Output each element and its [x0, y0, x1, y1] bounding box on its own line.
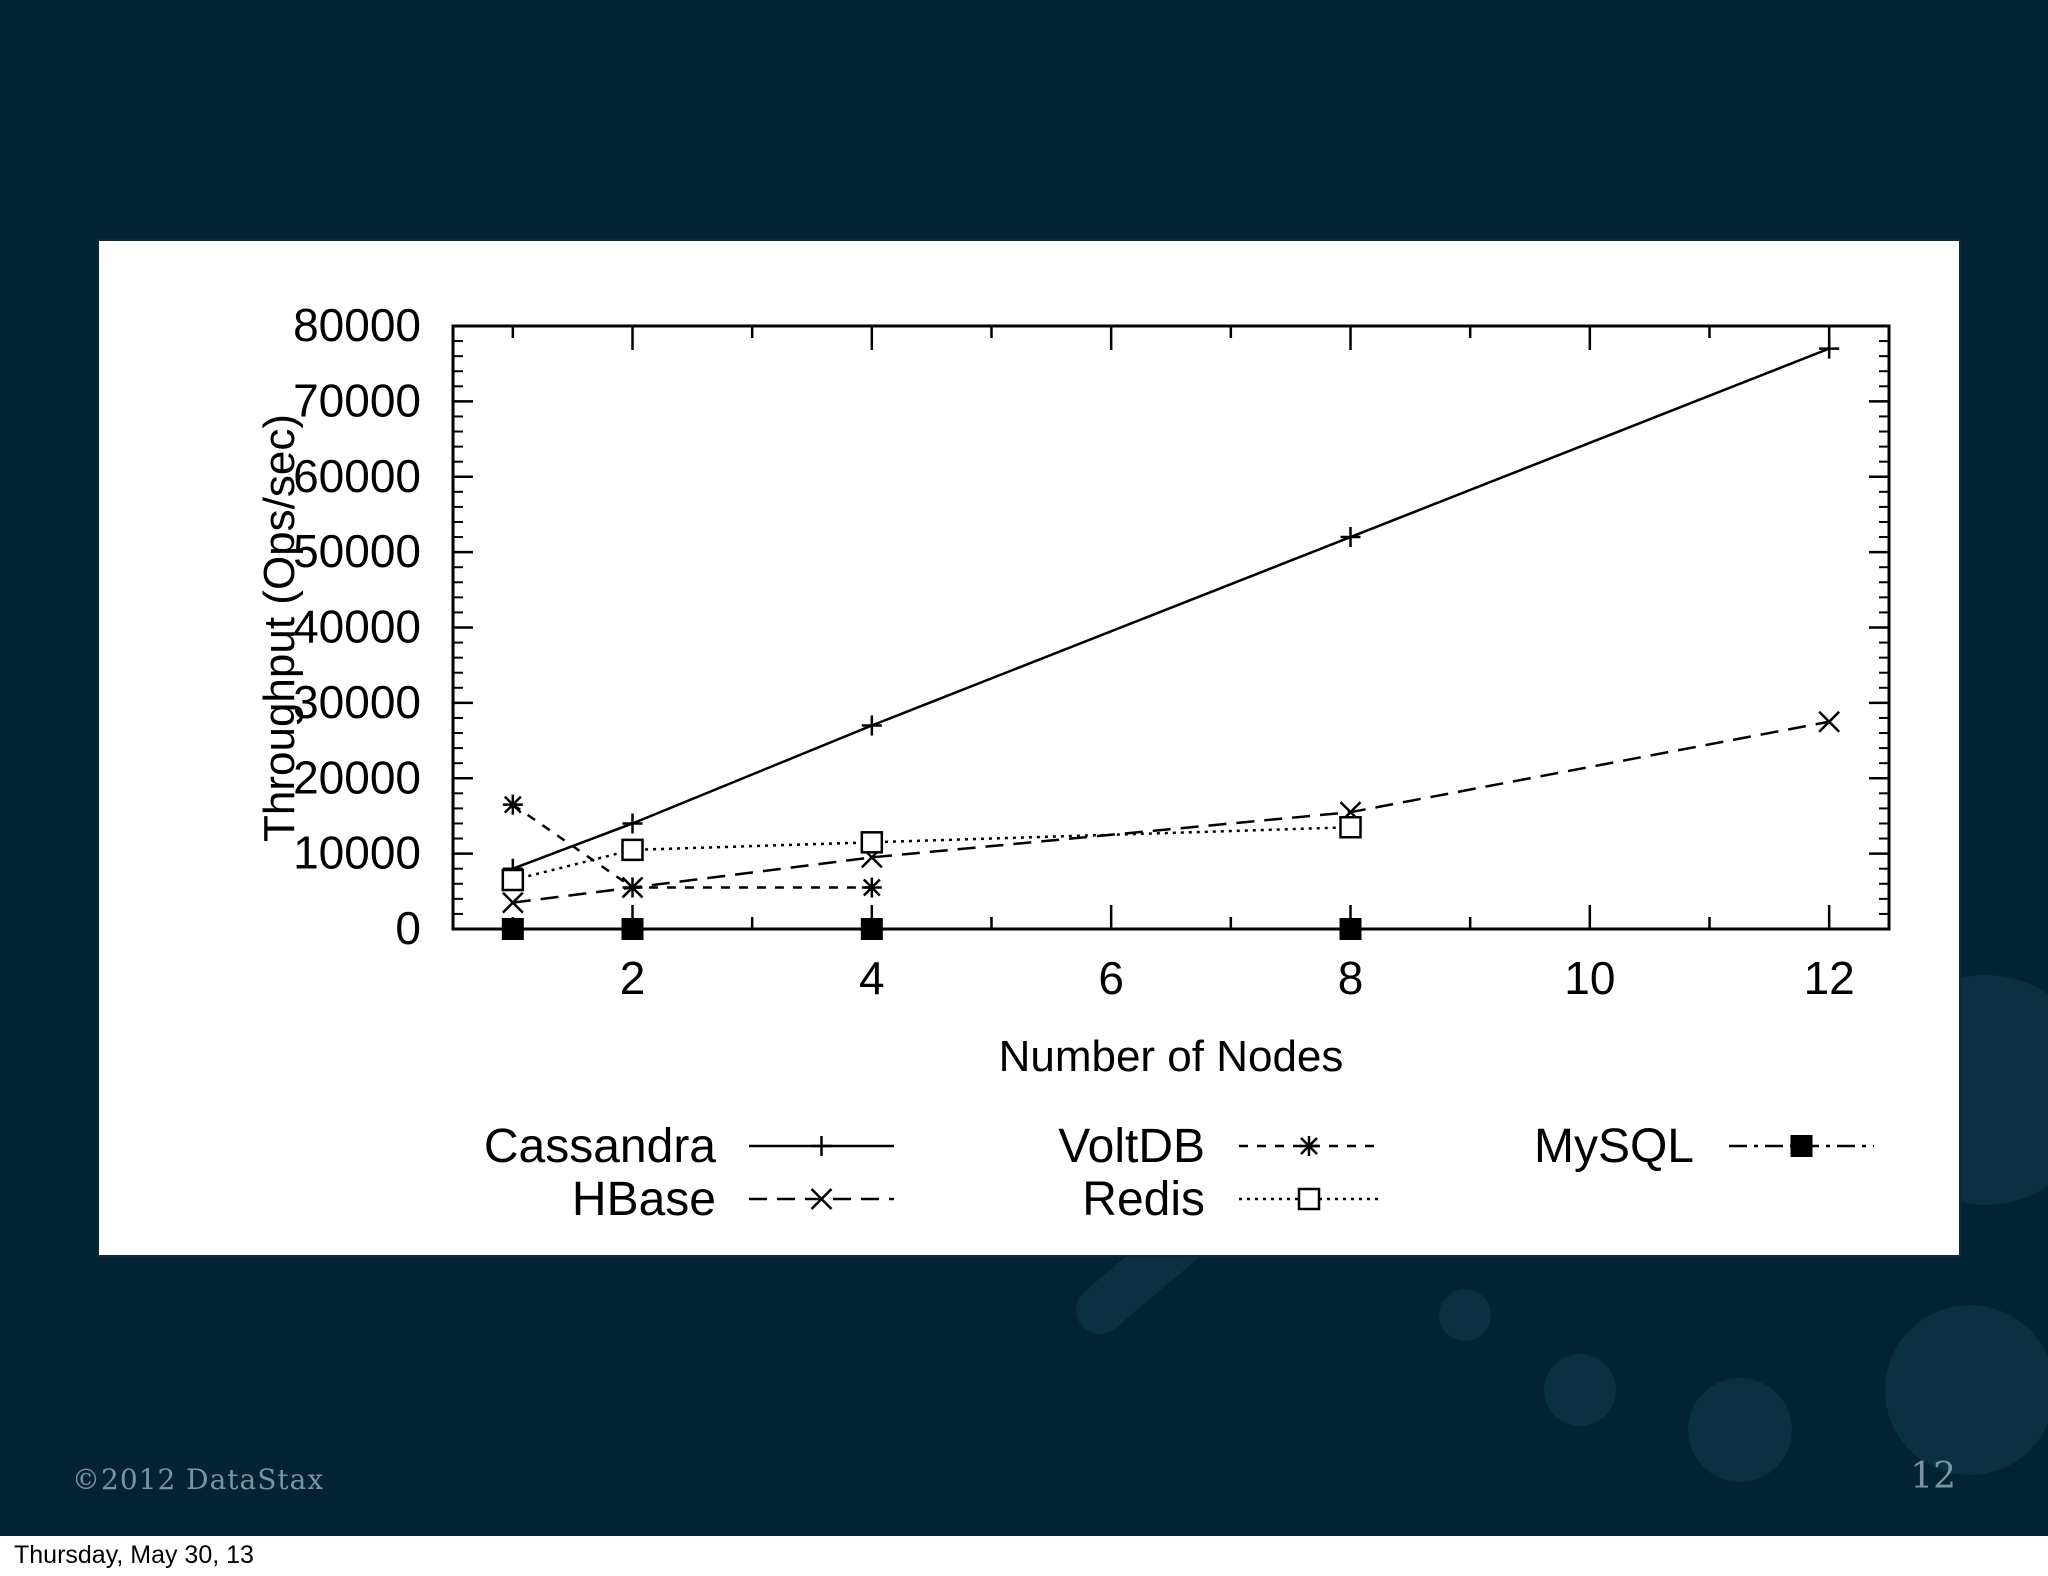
- data-point-redis: [1339, 815, 1362, 839]
- x-tick-label: 4: [859, 952, 885, 1004]
- legend-label-redis: Redis: [1082, 1173, 1205, 1226]
- y-tick-label: 50000: [293, 525, 421, 577]
- data-point-hbase: [501, 891, 524, 914]
- data-point-hbase: [1818, 710, 1841, 733]
- data-point-voltdb: [861, 877, 882, 898]
- data-point-mysql: [860, 918, 883, 940]
- x-tick-labels: 2 4 6 8 10 12: [620, 952, 1855, 1004]
- x-tick-label: 12: [1804, 952, 1855, 1004]
- data-point-redis: [501, 868, 525, 892]
- data-point-cassandra: [1340, 527, 1361, 548]
- series-line-hbase: [512, 720, 1830, 904]
- data-point-mysql: [501, 918, 524, 940]
- x-tick-label: 6: [1098, 952, 1124, 1004]
- legend-label-hbase: HBase: [572, 1173, 716, 1226]
- chart-panel: 0 10000 20000 30000 40000 50000 60000 70000 8000…: [99, 241, 1959, 1255]
- x-tick-label: 8: [1338, 952, 1364, 1004]
- series-markers: [501, 338, 1841, 940]
- data-point-cassandra: [861, 715, 882, 736]
- legend-marker-hbase: [810, 1188, 833, 1210]
- data-point-cassandra: [1819, 338, 1840, 359]
- throughput-chart: 0 10000 20000 30000 40000 50000 60000 70000 8000…: [255, 299, 1891, 1226]
- x-axis-label: Number of Nodes: [999, 1032, 1344, 1081]
- y-tick-labels: 0 10000 20000 30000 40000 50000 60000 70000 8000…: [293, 299, 421, 954]
- y-tick-label: 20000: [293, 751, 421, 803]
- series-lines: [512, 347, 1830, 931]
- data-point-voltdb: [622, 877, 643, 898]
- y-tick-label: 60000: [293, 450, 421, 502]
- date-text: Thursday, May 30, 13: [14, 1541, 254, 1569]
- legend-label-voltdb: VoltDB: [1058, 1120, 1205, 1173]
- decor-circle: [1439, 1289, 1491, 1341]
- y-minor-ticks: [453, 325, 1889, 930]
- copyright-text: ©2012 DataStax: [72, 1463, 325, 1496]
- plot-area-border: [451, 324, 1891, 931]
- series-line-voltdb: [512, 803, 872, 889]
- series-line-redis: [512, 825, 1351, 882]
- axis-ticks: [453, 324, 1889, 931]
- y-tick-label: 40000: [293, 601, 421, 653]
- decor-circle: [1688, 1378, 1792, 1482]
- y-tick-label: 70000: [293, 374, 421, 426]
- data-point-cassandra: [622, 813, 643, 834]
- legend-label-cassandra: Cassandra: [484, 1120, 716, 1173]
- date-bar: [0, 1536, 2048, 1576]
- y-tick-label: 0: [395, 902, 421, 954]
- decor-circle: [1544, 1354, 1616, 1426]
- decor-circle: [1885, 1305, 2048, 1475]
- y-tick-label: 30000: [293, 676, 421, 728]
- data-point-mysql: [621, 918, 644, 940]
- data-point-redis: [621, 838, 644, 862]
- series-line-cassandra: [512, 347, 1830, 870]
- y-tick-label: 80000: [293, 299, 421, 351]
- legend-marker-mysql: [1790, 1135, 1813, 1157]
- y-tick-label: 10000: [293, 827, 421, 879]
- legend-marker-voltdb: [1299, 1136, 1319, 1156]
- slide: 0 10000 20000 30000 40000 50000 60000 70000 8000…: [0, 0, 2048, 1536]
- data-point-voltdb: [502, 794, 523, 815]
- page-number: 12: [1910, 1456, 1956, 1497]
- data-point-redis: [860, 831, 884, 854]
- legend-marker-redis: [1297, 1187, 1321, 1211]
- legend-marker-cassandra: [811, 1136, 832, 1156]
- x-tick-label: 2: [620, 952, 646, 1004]
- y-axis-label: Throughput (Ops/sec): [255, 414, 304, 842]
- x-tick-label: 10: [1564, 952, 1615, 1004]
- legend-label-mysql: MySQL: [1534, 1120, 1694, 1173]
- data-point-mysql: [1339, 918, 1362, 940]
